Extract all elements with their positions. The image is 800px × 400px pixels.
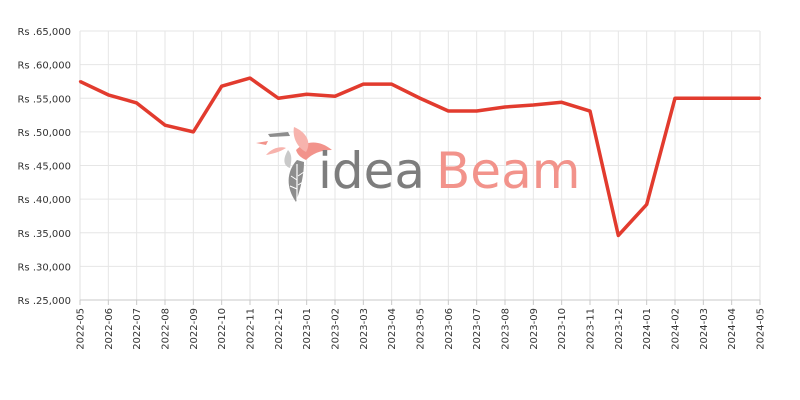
x-tick-label: 2022-07 (132, 308, 143, 350)
x-tick-label: 2022-11 (246, 308, 257, 350)
data-point (560, 101, 563, 104)
x-tick-label: 2024-05 (756, 308, 767, 350)
x-tick-label: 2023-09 (529, 308, 540, 350)
x-tick-label: 2024-01 (642, 308, 653, 350)
x-tick-label: 2022-08 (161, 308, 172, 350)
x-tick-label: 2022-06 (104, 308, 115, 350)
y-tick-label: Rs .40,000 (17, 195, 71, 206)
data-point (107, 93, 110, 97)
x-tick-label: 2022-10 (217, 308, 228, 350)
x-tick-label: 2023-11 (586, 308, 597, 350)
y-tick-label: Rs .60,000 (17, 61, 71, 72)
data-point (163, 123, 167, 127)
series-layer (78, 76, 762, 238)
x-tick-label: 2023-10 (557, 308, 568, 350)
data-point (673, 97, 677, 100)
data-point (305, 93, 308, 96)
y-tick-label: Rs .55,000 (17, 94, 71, 105)
x-tick-label: 2023-02 (331, 308, 342, 350)
data-point (333, 95, 337, 98)
x-tick-label: 2024-04 (727, 308, 738, 350)
x-tick-label: 2023-08 (501, 308, 512, 350)
data-point (362, 82, 365, 86)
x-tick-label: 2023-06 (444, 308, 455, 350)
data-point (277, 97, 280, 100)
x-tick-label: 2024-03 (699, 308, 710, 350)
y-tick-label: Rs .65,000 (17, 27, 71, 38)
x-tick-label: 2022-12 (274, 308, 285, 350)
data-point (617, 234, 620, 237)
data-point (418, 97, 422, 100)
watermark-text-idea: idea (318, 142, 425, 200)
axis-layer: Rs .25,000 Rs .30,000 Rs .35,000 Rs .40,000… (17, 27, 766, 350)
data-point (730, 97, 733, 100)
data-point (447, 109, 450, 113)
data-point (78, 80, 82, 83)
ideabeam-watermark: idea Beam (256, 127, 580, 202)
data-point (503, 105, 507, 109)
data-point (532, 103, 535, 107)
x-tick-label: 2023-12 (614, 308, 625, 350)
data-point (645, 203, 648, 206)
hummingbird-logo-icon (256, 127, 332, 202)
x-tick-label: 2023-04 (387, 308, 398, 350)
y-tick-label: Rs .45,000 (17, 162, 71, 173)
data-point (475, 109, 478, 113)
x-tick-label: 2023-05 (416, 308, 427, 350)
y-tick-label: Rs .25,000 (17, 296, 71, 307)
x-tick-label: 2023-03 (359, 308, 370, 350)
y-tick-label: Rs .35,000 (17, 229, 71, 240)
y-tick-label: Rs .30,000 (17, 262, 71, 273)
data-point (588, 109, 592, 113)
x-tick-label: 2022-05 (76, 308, 87, 350)
x-tick-label: 2024-02 (671, 308, 682, 350)
data-point (702, 97, 705, 100)
data-point (220, 84, 223, 88)
data-point (248, 76, 252, 80)
data-point (390, 82, 393, 86)
data-point (192, 130, 195, 134)
watermark-text-beam: Beam (436, 142, 580, 200)
x-tick-label: 2023-07 (472, 308, 483, 350)
x-tick-label: 2023-01 (302, 308, 313, 350)
x-tick-label: 2022-09 (189, 308, 200, 350)
data-point (135, 101, 138, 105)
y-tick-label: Rs .50,000 (17, 128, 71, 139)
data-point (758, 97, 762, 100)
